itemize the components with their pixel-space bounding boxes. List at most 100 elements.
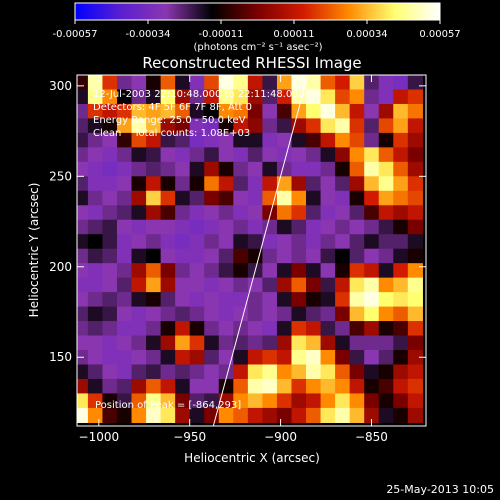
heatmap-cell	[218, 190, 234, 206]
heatmap-cell	[407, 205, 423, 221]
x-tick-label: −850	[355, 430, 388, 444]
heatmap-cell	[262, 335, 278, 351]
heatmap-cell	[364, 263, 380, 279]
heatmap-cell	[233, 205, 249, 221]
heatmap-cell	[189, 161, 205, 177]
heatmap-cell	[116, 407, 133, 423]
heatmap-cell	[233, 407, 249, 423]
heatmap-cell	[77, 103, 89, 120]
heatmap-cell	[407, 219, 423, 235]
heatmap-cell	[160, 219, 176, 235]
heatmap-cell	[131, 378, 147, 395]
heatmap-cell	[102, 205, 118, 221]
heatmap-cell	[378, 248, 394, 264]
heatmap-cell	[160, 103, 176, 120]
heatmap-cell	[364, 103, 380, 120]
heatmap-cell	[320, 103, 336, 120]
heatmap-cell	[116, 75, 133, 91]
y-tick-label: 200	[49, 260, 72, 274]
heatmap-cell	[349, 132, 365, 148]
heatmap-cell	[116, 263, 133, 279]
heatmap-cell	[407, 118, 423, 134]
heatmap-cell	[378, 407, 394, 423]
heatmap-cell	[189, 277, 205, 293]
heatmap-cell	[335, 219, 351, 235]
heatmap-cell	[175, 407, 191, 423]
heatmap-cell	[378, 393, 394, 409]
heatmap-cell	[378, 161, 394, 177]
heatmap-cell	[204, 147, 220, 163]
heatmap-cell	[335, 234, 351, 250]
heatmap-cell	[189, 75, 205, 91]
heatmap-cell	[131, 335, 147, 351]
heatmap-cell	[306, 205, 322, 221]
heatmap-cell	[77, 190, 89, 206]
heatmap-cell	[175, 176, 191, 192]
heatmap-cell	[262, 321, 278, 337]
heatmap-cell	[77, 277, 89, 293]
heatmap-cell	[262, 407, 278, 423]
heatmap-cell	[349, 378, 365, 395]
heatmap-cell	[102, 306, 118, 322]
heatmap-cell	[146, 350, 162, 366]
heatmap-cell	[349, 306, 365, 322]
heatmap-cell	[116, 89, 133, 105]
footer-date: 25-May-2013 10:05	[386, 483, 494, 496]
x-axis-label: Heliocentric X (arcsec)	[184, 451, 320, 465]
heatmap-cell	[276, 364, 293, 380]
heatmap-cell	[146, 205, 162, 221]
heatmap-cell	[175, 219, 191, 235]
heatmap-cell	[320, 75, 336, 91]
heatmap-cell	[378, 176, 394, 192]
heatmap-cell	[364, 378, 380, 395]
heatmap-cell	[87, 364, 104, 380]
heatmap-cell	[306, 190, 322, 206]
heatmap-cell	[262, 234, 278, 250]
heatmap-cell	[291, 350, 307, 366]
heatmap-cell	[276, 335, 293, 351]
heatmap-cell	[320, 190, 336, 206]
heatmap-cell	[291, 321, 307, 337]
heatmap-cell	[349, 321, 365, 337]
heatmap-cell	[378, 306, 394, 322]
heatmap-cell	[320, 118, 336, 134]
solar-limb-line	[212, 75, 309, 426]
heatmap-cell	[407, 277, 423, 293]
heatmap-cell	[262, 161, 278, 177]
heatmap-cell	[146, 407, 162, 423]
heatmap-cell	[262, 292, 278, 308]
heatmap-cell	[160, 147, 176, 163]
heatmap-cell	[407, 234, 423, 250]
heatmap-cell	[349, 205, 365, 221]
colorbar-gradient	[74, 2, 441, 21]
heatmap-cell	[131, 306, 147, 322]
heatmap-cell	[335, 190, 351, 206]
heatmap-cell	[175, 378, 191, 395]
heatmap-cell	[102, 277, 118, 293]
heatmap-cell	[218, 176, 234, 192]
chart-title: Reconstructed RHESSI Image	[142, 54, 361, 72]
heatmap-cell	[306, 263, 322, 279]
heatmap-cell	[102, 89, 118, 105]
heatmap-cell	[77, 118, 89, 134]
heatmap-cell	[291, 176, 307, 192]
heatmap-cell	[175, 393, 191, 409]
heatmap-cell	[146, 219, 162, 235]
heatmap-cell	[335, 364, 351, 380]
heatmap-cell	[204, 350, 220, 366]
heatmap-cell	[349, 277, 365, 293]
heatmap-cell	[306, 306, 322, 322]
heatmap-cell	[306, 132, 322, 148]
heatmap-cell	[276, 407, 293, 423]
heatmap-cell	[276, 378, 293, 395]
heatmap-cell	[189, 205, 205, 221]
heatmap-cell	[160, 378, 176, 395]
heatmap-cell	[146, 306, 162, 322]
heatmap-cell	[175, 292, 191, 308]
heatmap-cell	[364, 132, 380, 148]
heatmap-cell	[364, 161, 380, 177]
heatmap-cell	[160, 277, 176, 293]
heatmap-cell	[116, 161, 133, 177]
heatmap-cell	[407, 190, 423, 206]
heatmap-cell	[364, 118, 380, 134]
